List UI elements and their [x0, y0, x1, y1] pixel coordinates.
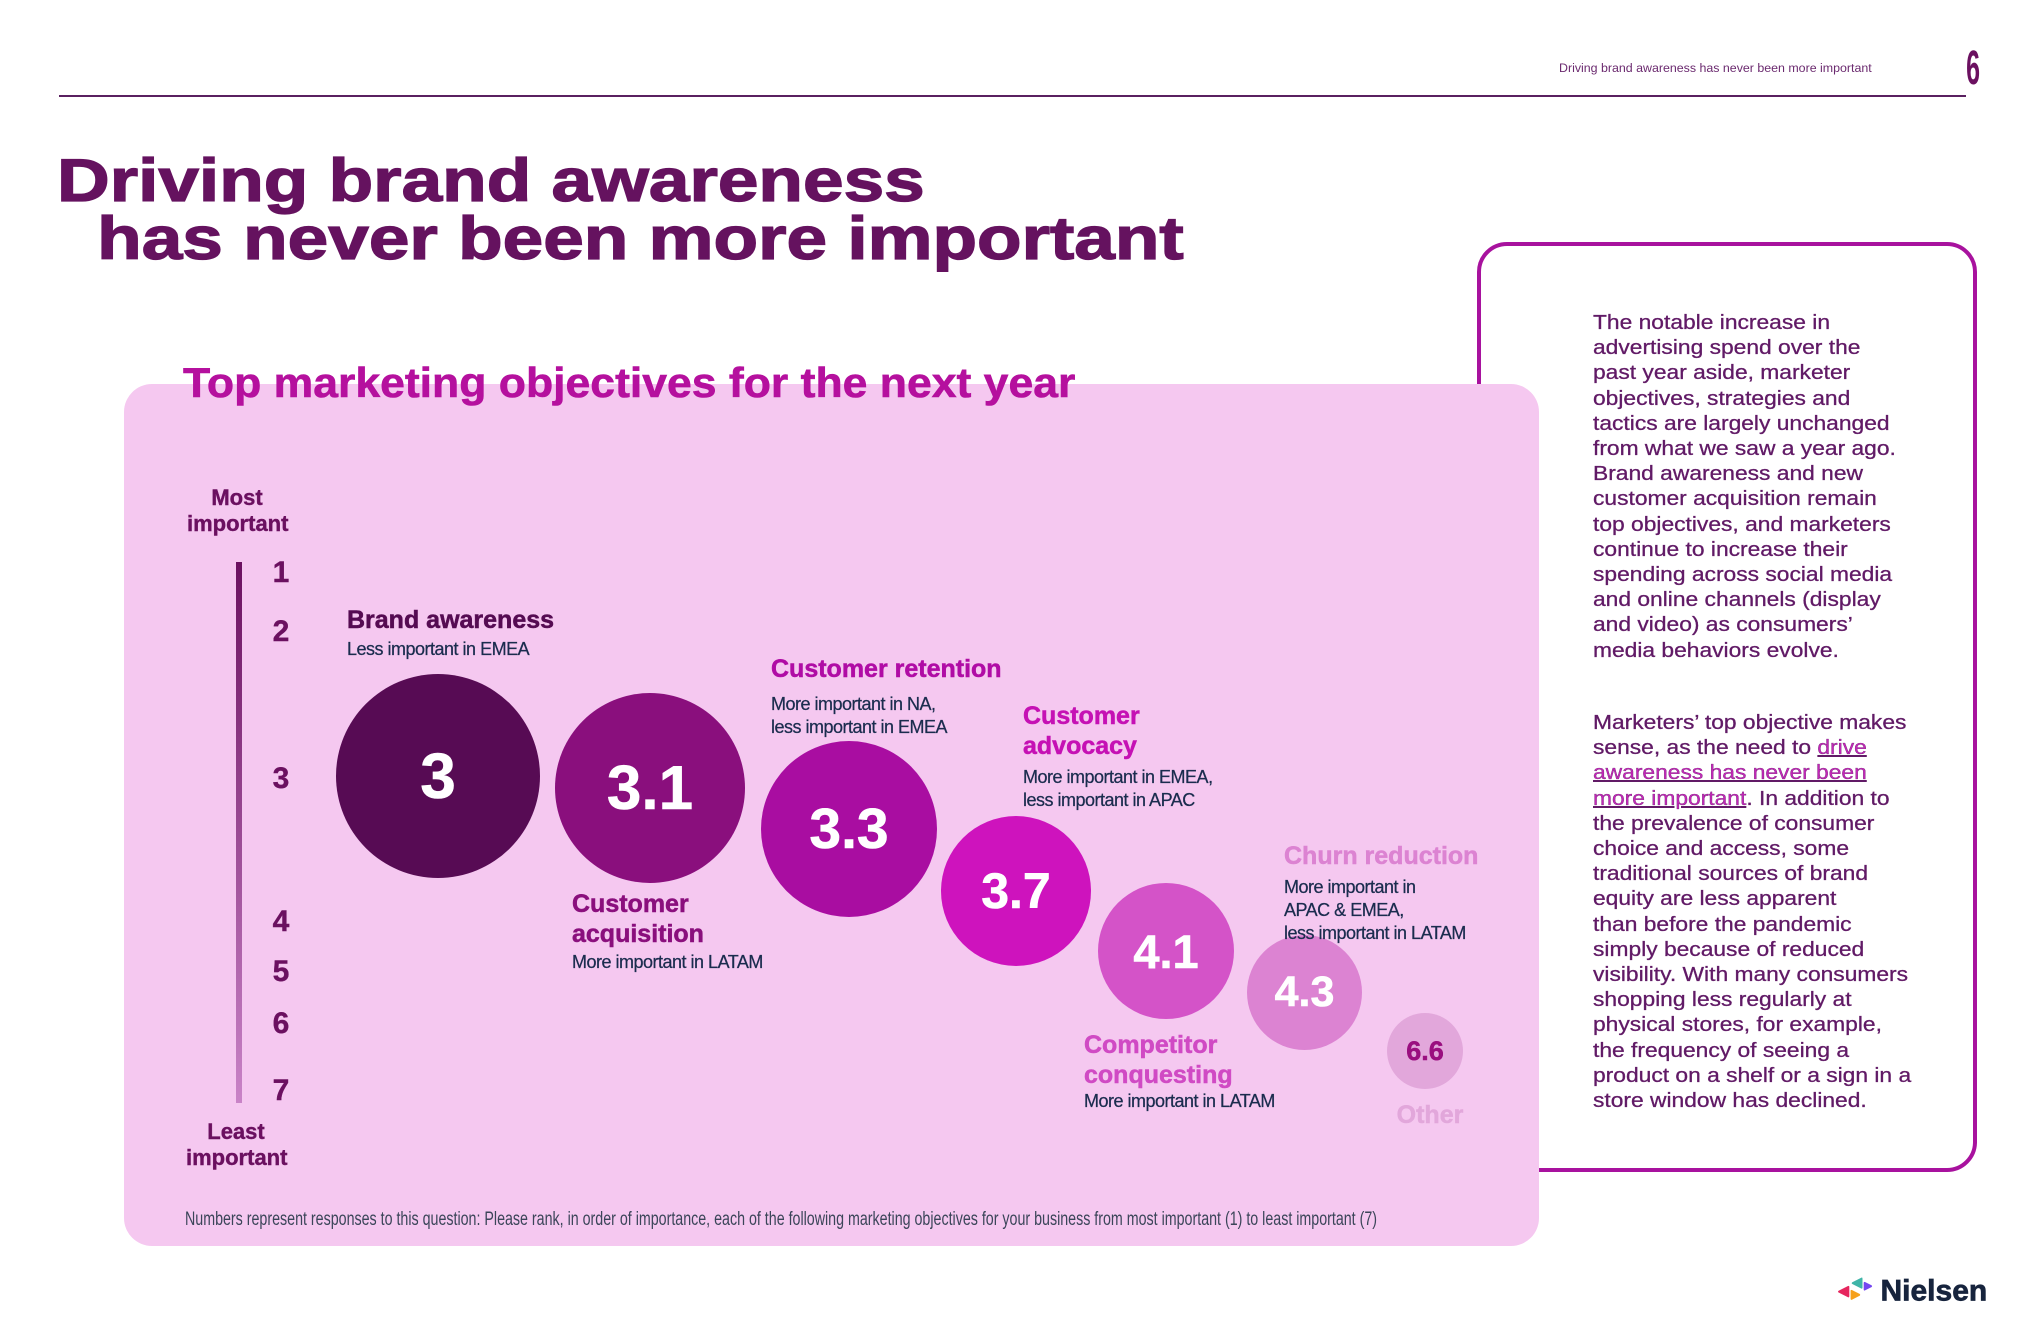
svg-text:Nielsen: Nielsen	[1881, 1275, 1988, 1307]
